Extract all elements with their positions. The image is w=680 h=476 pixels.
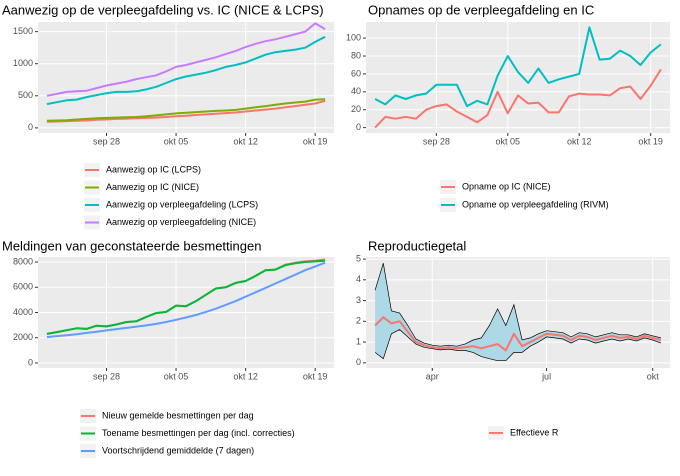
series-line <box>46 99 326 123</box>
x-tick-label: sep 28 <box>93 136 120 146</box>
x-tick-label: okt 05 <box>496 136 521 146</box>
chart-title: Reproductiegetal <box>368 238 466 253</box>
legend-label: Opname op verpleegafdeling (RIVM) <box>462 199 609 209</box>
legend-label: Toename besmettingen per dag (incl. corr… <box>102 428 295 438</box>
y-tick-label: 100 <box>346 32 361 42</box>
y-tick-label: 4 <box>356 274 361 284</box>
series-line <box>374 68 662 129</box>
plot-panel <box>366 22 670 133</box>
legend-label: Nieuw gemelde besmettingen per dag <box>102 410 254 420</box>
y-tick-label: 2 <box>356 316 361 326</box>
series-line <box>46 259 326 335</box>
y-tick-label: 80 <box>351 50 361 60</box>
y-tick-label: 1000 <box>13 58 33 68</box>
x-tick-label: okt 19 <box>638 136 663 146</box>
chart-title: Meldingen van geconstateerde besmettinge… <box>2 238 261 253</box>
y-tick-label: 500 <box>18 90 33 100</box>
y-tick-label: 0 <box>28 122 33 132</box>
x-tick-label: jul <box>541 371 551 381</box>
chart-title: Opnames op de verpleegafdeling en IC <box>368 2 594 17</box>
y-tick-label: 1 <box>356 336 361 346</box>
legend-label: Opname op IC (NICE) <box>462 181 551 191</box>
x-tick-label: sep 28 <box>93 371 120 381</box>
y-tick-label: 0 <box>28 357 33 367</box>
y-tick-label: 1500 <box>13 26 33 36</box>
x-tick-label: sep 28 <box>423 136 450 146</box>
y-tick-label: 4000 <box>13 307 33 317</box>
confidence-band <box>375 263 661 361</box>
legend-label: Aanwezig op IC (LCPS) <box>106 164 201 174</box>
legend-label: Effectieve R <box>510 427 559 437</box>
y-tick-label: 5 <box>356 253 361 263</box>
y-tick-label: 60 <box>351 68 361 78</box>
y-tick-label: 0 <box>356 122 361 132</box>
legend-label: Aanwezig op verpleegafdeling (NICE) <box>106 217 256 227</box>
series-line <box>46 98 326 122</box>
legend-label: Voortschrijdend gemiddelde (7 dagen) <box>102 445 254 455</box>
y-tick-label: 6000 <box>13 282 33 292</box>
legend-label: Aanwezig op verpleegafdeling (LCPS) <box>106 199 258 209</box>
series-line <box>374 316 662 352</box>
chart-title: Aanwezig op de verpleegafdeling vs. IC (… <box>2 2 324 17</box>
band-edge <box>374 263 661 347</box>
x-tick-label: okt 12 <box>567 136 592 146</box>
y-tick-label: 2000 <box>13 332 33 342</box>
x-tick-label: okt 19 <box>303 371 328 381</box>
y-tick-label: 20 <box>351 104 361 114</box>
x-tick-label: okt 19 <box>303 136 328 146</box>
y-tick-label: 40 <box>351 86 361 96</box>
x-tick-label: apr <box>426 371 439 381</box>
x-tick-label: okt 12 <box>233 371 258 381</box>
series-line <box>374 26 662 108</box>
x-tick-label: okt 12 <box>233 136 258 146</box>
series-line <box>46 22 326 97</box>
y-tick-label: 0 <box>356 357 361 367</box>
x-tick-label: okt <box>647 371 660 381</box>
series-line <box>46 35 326 106</box>
y-tick-label: 8000 <box>13 256 33 266</box>
series-line <box>46 261 326 339</box>
x-tick-label: okt 05 <box>164 136 189 146</box>
x-tick-label: okt 05 <box>164 371 189 381</box>
y-tick-label: 3 <box>356 295 361 305</box>
band-edge <box>374 329 662 362</box>
legend-label: Aanwezig op IC (NICE) <box>106 182 199 192</box>
